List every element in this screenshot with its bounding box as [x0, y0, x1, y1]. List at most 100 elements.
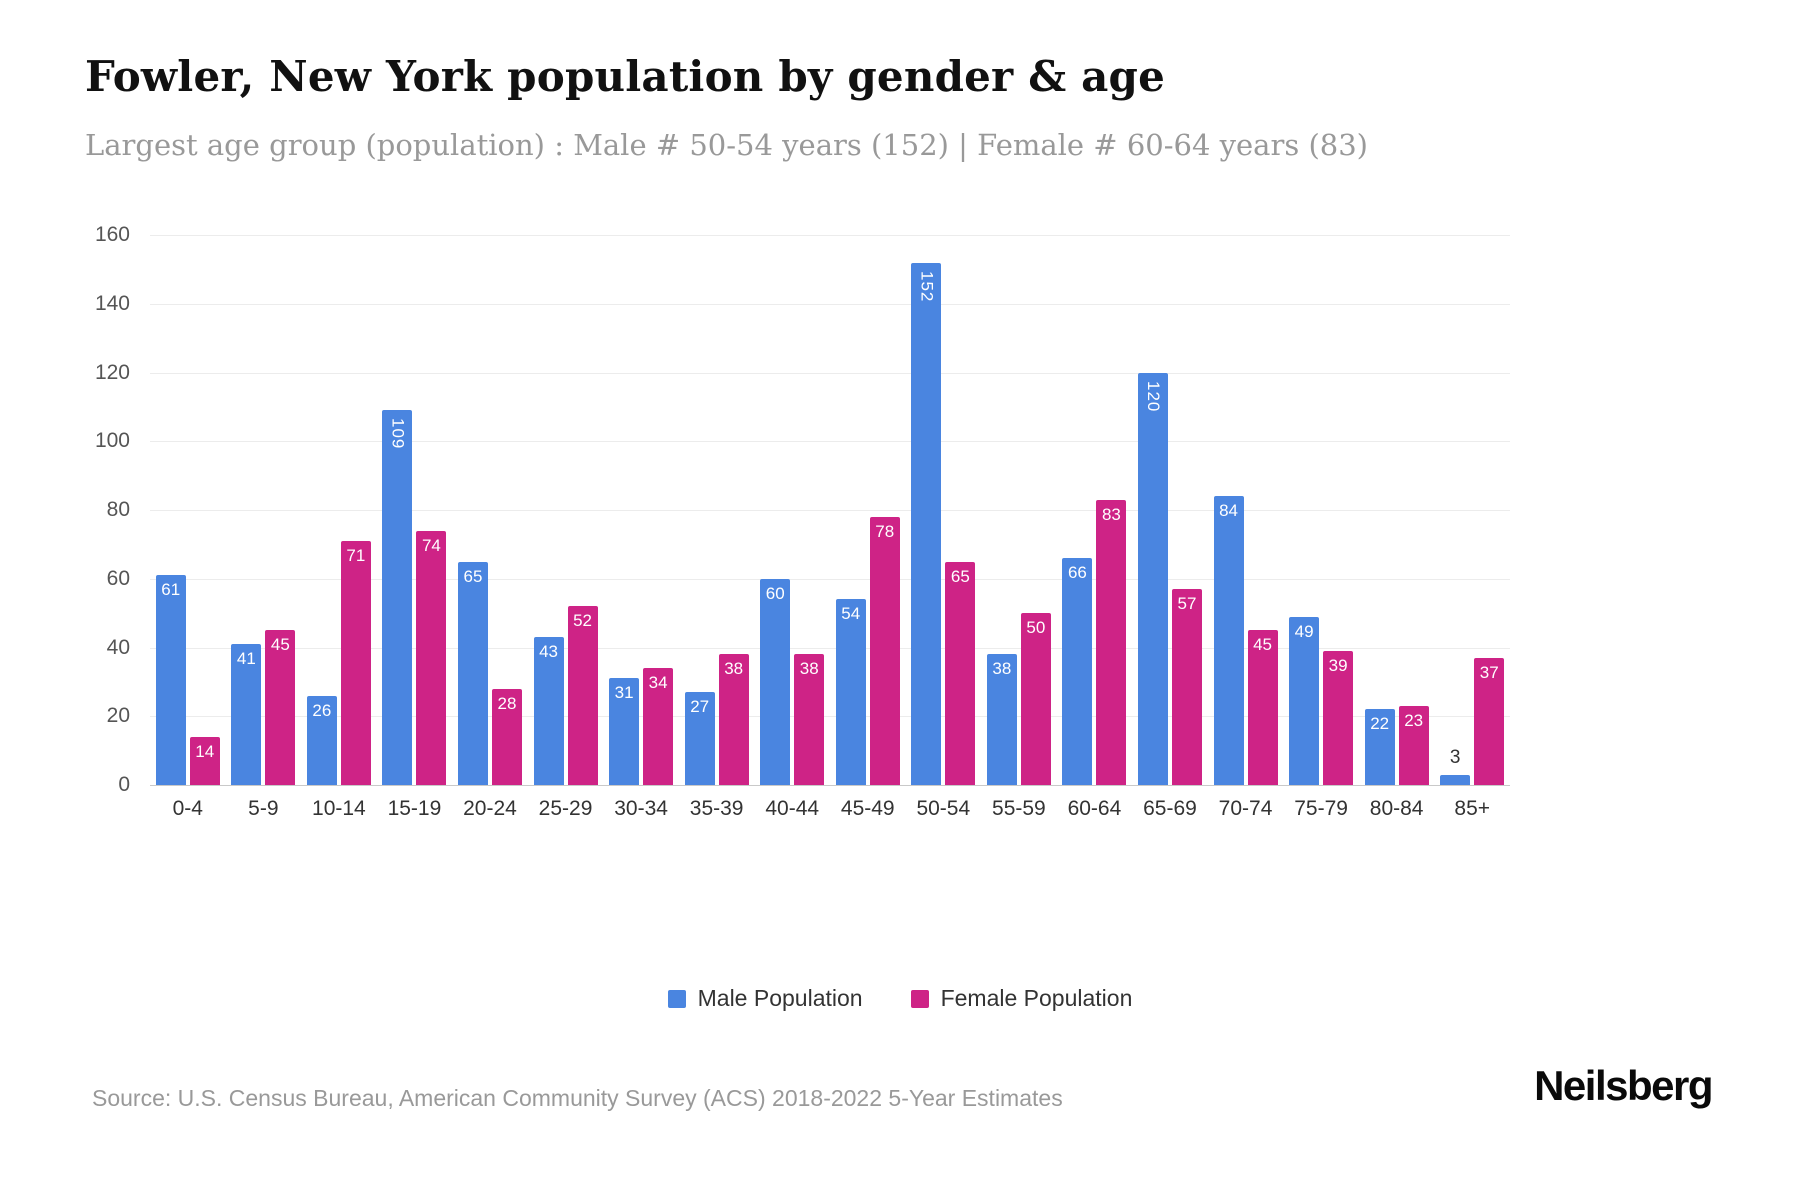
bar-value-label: 14	[195, 741, 215, 761]
bar-value-label: 109	[388, 418, 408, 450]
bar-male-10-14[interactable]: 26	[306, 695, 337, 785]
bar-female-75-79[interactable]: 39	[1323, 650, 1354, 785]
x-axis-tick-label: 5-9	[248, 797, 279, 820]
bar-male-55-59[interactable]: 38	[986, 654, 1017, 785]
bar-male-45-49[interactable]: 54	[835, 599, 866, 785]
bar-value-label: 38	[992, 659, 1012, 679]
bar-value-label: 74	[421, 535, 441, 555]
bar-female-5-9[interactable]: 45	[265, 630, 296, 785]
source-text: Source: U.S. Census Bureau, American Com…	[92, 1085, 1063, 1111]
bar-male-20-24[interactable]: 65	[458, 561, 488, 785]
bar-female-30-34[interactable]: 34	[643, 668, 674, 785]
bar-male-50-54[interactable]: 152	[911, 262, 942, 785]
bar-female-45-49[interactable]: 78	[869, 516, 900, 785]
bar-value-label: 23	[1404, 710, 1424, 730]
x-axis-tick-label: 70-74	[1218, 797, 1273, 820]
x-axis-tick-label: 20-24	[463, 797, 517, 820]
bar-value-label: 45	[270, 635, 290, 655]
gridline	[150, 716, 1510, 718]
legend: Male Population Female Population	[0, 985, 1800, 1012]
bar-female-0-4[interactable]: 14	[189, 736, 220, 785]
bar-female-25-29[interactable]: 52	[567, 606, 598, 785]
bar-value-label: 71	[346, 545, 366, 565]
y-axis-tick-label: 160	[94, 223, 130, 246]
bar-value-label: 152	[917, 270, 937, 302]
bar-male-75-79[interactable]: 49	[1289, 616, 1320, 785]
bar-male-35-39[interactable]: 27	[684, 692, 715, 785]
legend-swatch-icon	[910, 989, 929, 1008]
bar-value-label: 65	[950, 566, 970, 586]
x-axis-tick-label: 85+	[1454, 797, 1491, 820]
x-axis-tick-label: 45-49	[840, 797, 895, 820]
bar-value-label: 38	[799, 659, 819, 679]
bar-value-label: 38	[724, 659, 744, 679]
bar-value-label: 43	[539, 642, 558, 662]
gridline	[150, 578, 1510, 580]
bar-male-40-44[interactable]: 60	[760, 578, 791, 785]
x-axis-tick-label: 80-84	[1369, 797, 1424, 820]
bar-value-label: 49	[1294, 621, 1314, 641]
bar-value-label: 54	[841, 604, 861, 624]
bar-female-50-54[interactable]: 65	[945, 561, 976, 785]
bar-value-label: 57	[1177, 594, 1197, 614]
bar-female-55-59[interactable]: 50	[1020, 613, 1051, 785]
x-axis-tick-label: 60-64	[1067, 797, 1122, 820]
bar-value-label: 83	[1101, 504, 1121, 524]
y-axis-tick-label: 120	[94, 360, 130, 384]
bar-value-label: 27	[690, 697, 710, 717]
bar-value-label: 39	[1328, 655, 1348, 675]
bar-value-label: 78	[875, 521, 895, 541]
brand-logo: Neilsberg	[1534, 1062, 1713, 1109]
gridline	[150, 372, 1510, 374]
bar-female-15-19[interactable]: 74	[416, 530, 447, 785]
bar-male-65-69[interactable]: 120	[1138, 372, 1168, 785]
gridline	[150, 647, 1510, 649]
bar-female-10-14[interactable]: 71	[340, 540, 371, 785]
bar-value-label: 31	[614, 683, 634, 703]
legend-swatch-icon	[667, 989, 686, 1008]
legend-item-male[interactable]: Male Population	[667, 985, 863, 1012]
bar-value-label: 61	[161, 580, 181, 600]
bar-male-0-4[interactable]: 61	[155, 575, 186, 785]
bar-female-35-39[interactable]: 38	[718, 654, 749, 785]
legend-item-label: Female Population	[940, 985, 1133, 1011]
bar-value-label: 34	[648, 673, 668, 693]
gridline	[150, 510, 1510, 511]
y-axis-tick-label: 80	[106, 498, 130, 521]
bar-value-label: 60	[765, 583, 785, 603]
gridline	[150, 303, 1510, 305]
x-axis-tick-label: 40-44	[765, 797, 820, 820]
bar-male-15-19[interactable]: 109	[382, 410, 413, 785]
x-axis-tick-label: 0-4	[172, 797, 203, 820]
legend-item-female[interactable]: Female Population	[910, 985, 1133, 1012]
bar-value-label: 120	[1144, 380, 1163, 412]
bar-female-60-64[interactable]: 83	[1096, 499, 1127, 785]
bar-male-85+[interactable]: 3	[1440, 747, 1471, 785]
bar-value-label: 26	[312, 700, 332, 720]
bar-male-5-9[interactable]: 41	[231, 644, 262, 785]
bar-value-label: 41	[236, 649, 256, 669]
x-axis-tick-label: 10-14	[312, 797, 366, 820]
bar-value-label: 66	[1067, 563, 1087, 583]
y-axis-tick-label: 60	[106, 566, 130, 590]
bar-male-80-84[interactable]: 22	[1364, 709, 1395, 785]
bar-female-85+[interactable]: 37	[1474, 657, 1505, 785]
bar-value-label: 52	[573, 611, 592, 631]
bar-male-60-64[interactable]: 66	[1062, 558, 1093, 785]
bar-male-30-34[interactable]: 31	[609, 678, 640, 785]
x-axis-tick-label: 55-59	[992, 797, 1046, 820]
bar-female-70-74[interactable]: 45	[1247, 630, 1278, 785]
y-axis-tick-label: 40	[106, 635, 130, 659]
bar-male-70-74[interactable]: 84	[1213, 496, 1244, 785]
bar-male-25-29[interactable]: 43	[533, 637, 564, 785]
y-axis-tick-label: 0	[118, 773, 130, 796]
bar-female-80-84[interactable]: 23	[1398, 705, 1429, 785]
x-axis-tick-label: 15-19	[387, 797, 442, 820]
bar-female-20-24[interactable]: 28	[492, 688, 522, 785]
gridline	[150, 785, 1510, 786]
bar-female-65-69[interactable]: 57	[1172, 589, 1202, 785]
x-axis-tick-label: 75-79	[1294, 797, 1348, 820]
x-axis-tick-label: 30-34	[614, 797, 668, 820]
bar-female-40-44[interactable]: 38	[794, 654, 825, 785]
